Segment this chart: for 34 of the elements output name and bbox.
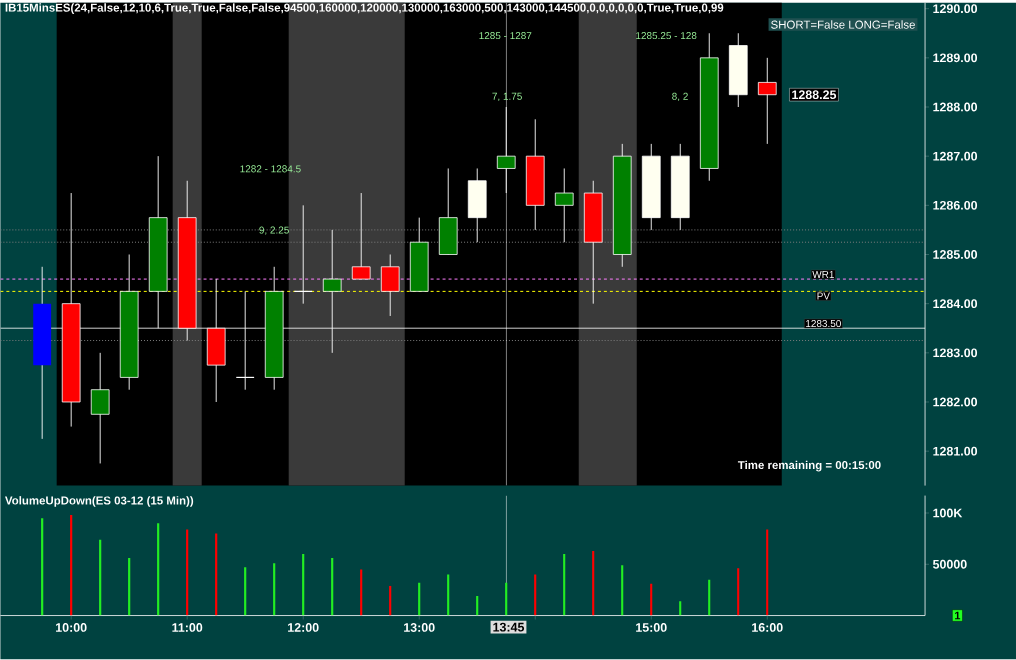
y-tick-label: 100K <box>933 508 963 518</box>
x-tick-label: 10:00 <box>56 623 87 633</box>
x-tick-label: 16:00 <box>752 623 783 633</box>
x-tick-label: 11:00 <box>172 623 203 633</box>
annotation: 1285.25 - 128 <box>636 32 697 40</box>
annotation: 1288.25 <box>792 90 837 100</box>
annotation: 1285 - 1287 <box>479 32 532 40</box>
text: 13:45 <box>493 622 525 632</box>
x-tick-label: 12:00 <box>288 623 319 633</box>
y-tick-label: 1289.00 <box>933 53 978 63</box>
annotation: SHORT=False LONG=False <box>771 20 915 29</box>
annotation: Time remaining = 00:15:00 <box>737 460 881 472</box>
ref-line-label: 1283.50 <box>806 320 841 328</box>
y-tick-label: 1285.00 <box>933 250 978 260</box>
text: 1 <box>955 612 961 620</box>
y-tick-label: 50000 <box>932 560 967 569</box>
y-tick-label: 1281.00 <box>933 447 978 456</box>
annotation: 8, 2 <box>672 93 688 102</box>
annotation: 7, 1.75 <box>492 93 522 102</box>
x-tick-label: 15:00 <box>636 623 667 633</box>
ref-line-label: PV <box>817 292 830 300</box>
chart-title: VolumeUpDown(ES 03-12 (15 Min)) <box>5 496 194 508</box>
x-tick-label: 13:00 <box>404 623 435 633</box>
ref-line-label: WR1 <box>812 271 834 279</box>
y-tick-label: 1283.00 <box>933 348 978 358</box>
chart-title: IB15MinsES(24,False,12,10,6,True,True,False,False,94500,160000,120000,130000,163000,500,143000,144500,0,0,0,0,0,0,True,True,0,99 <box>5 3 724 15</box>
annotation: 1282 - 1284.5 <box>240 165 301 173</box>
y-tick-label: 1282.00 <box>933 397 978 407</box>
y-tick-label: 1288.00 <box>933 102 978 112</box>
annotation: 9, 2.25 <box>259 226 289 236</box>
y-tick-label: 1284.00 <box>933 299 978 309</box>
y-tick-label: 1287.00 <box>933 152 978 161</box>
y-tick-label: 1290.00 <box>933 4 978 14</box>
y-tick-label: 1286.00 <box>933 201 978 210</box>
